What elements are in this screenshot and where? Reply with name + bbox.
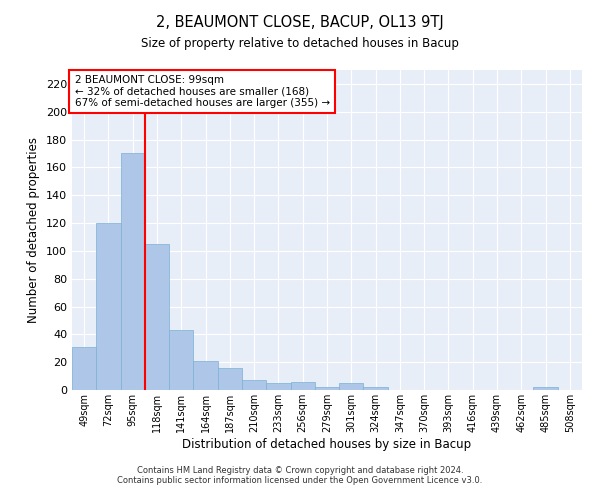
Bar xyxy=(364,387,388,390)
Y-axis label: Number of detached properties: Number of detached properties xyxy=(28,137,40,323)
Bar xyxy=(121,154,145,390)
Bar xyxy=(169,330,193,390)
Bar xyxy=(218,368,242,390)
Bar xyxy=(290,382,315,390)
Bar xyxy=(72,347,96,390)
Bar xyxy=(533,387,558,390)
Bar xyxy=(96,223,121,390)
Text: 2, BEAUMONT CLOSE, BACUP, OL13 9TJ: 2, BEAUMONT CLOSE, BACUP, OL13 9TJ xyxy=(156,15,444,30)
Bar xyxy=(145,244,169,390)
Bar xyxy=(266,383,290,390)
X-axis label: Distribution of detached houses by size in Bacup: Distribution of detached houses by size … xyxy=(182,438,472,450)
Bar xyxy=(193,361,218,390)
Bar xyxy=(315,387,339,390)
Bar xyxy=(339,383,364,390)
Text: 2 BEAUMONT CLOSE: 99sqm
← 32% of detached houses are smaller (168)
67% of semi-d: 2 BEAUMONT CLOSE: 99sqm ← 32% of detache… xyxy=(74,75,329,108)
Text: Contains HM Land Registry data © Crown copyright and database right 2024.
Contai: Contains HM Land Registry data © Crown c… xyxy=(118,466,482,485)
Bar xyxy=(242,380,266,390)
Text: Size of property relative to detached houses in Bacup: Size of property relative to detached ho… xyxy=(141,38,459,51)
